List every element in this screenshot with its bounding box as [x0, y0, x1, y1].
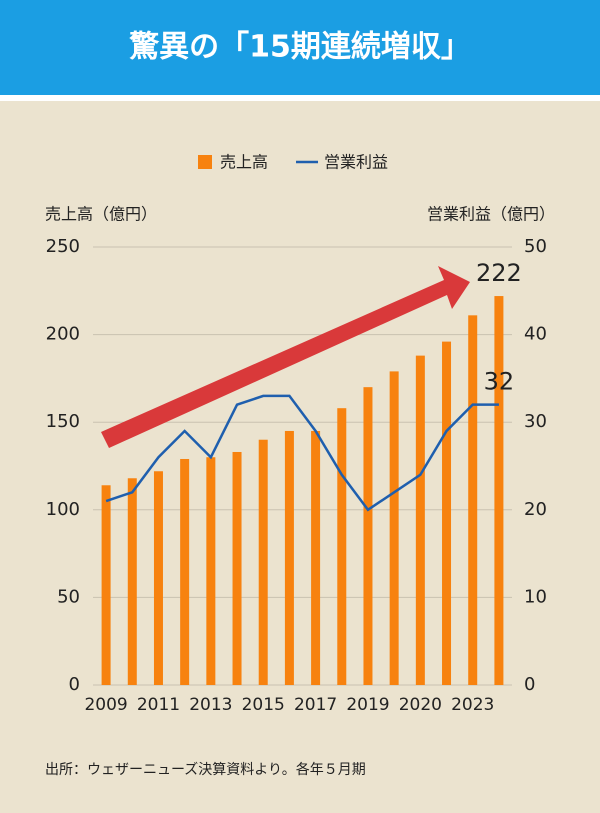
y-tick-label: 250 — [46, 236, 80, 257]
legend-swatch — [198, 155, 212, 169]
y-tick-label: 0 — [69, 674, 80, 695]
x-tick-label: 2019 — [346, 695, 389, 715]
header-divider — [0, 95, 600, 101]
profit-line — [105, 394, 499, 512]
header-title: 驚異の「15期連続増収」 — [129, 30, 471, 65]
x-tick-label: 2013 — [189, 695, 232, 715]
y-tick-label: 150 — [46, 411, 80, 432]
bar — [232, 451, 242, 685]
x-tick-label: 2009 — [84, 695, 127, 715]
bar — [442, 341, 452, 685]
data-label: 32 — [484, 368, 515, 396]
bar — [284, 430, 294, 685]
y2-tick-label: 10 — [524, 586, 547, 607]
legend-label: 売上高 — [220, 153, 268, 172]
bar — [101, 485, 111, 685]
bar — [363, 387, 373, 685]
y-axis-title: 売上高（億円） — [45, 205, 157, 224]
y2-axis-title: 営業利益（億円） — [427, 205, 555, 224]
y-tick-label: 50 — [57, 586, 80, 607]
header-bar — [0, 0, 600, 95]
source-note: 出所：ウェザーニューズ決算資料より。各年５月期 — [45, 762, 366, 778]
x-tick-label: 2023 — [451, 695, 494, 715]
bar — [153, 471, 163, 685]
y2-tick-label: 30 — [524, 411, 547, 432]
y2-tick-label: 50 — [524, 236, 547, 257]
data-label: 222 — [476, 259, 522, 287]
legend-label: 営業利益 — [324, 153, 388, 172]
bar — [127, 478, 137, 685]
bar — [389, 371, 399, 685]
bar — [337, 408, 347, 685]
trend-arrow — [101, 266, 470, 448]
bar — [180, 458, 190, 685]
bar — [468, 315, 478, 685]
x-tick-label: 2015 — [242, 695, 285, 715]
bar — [206, 457, 216, 685]
bar — [494, 296, 504, 685]
y-tick-label: 200 — [46, 324, 80, 345]
y2-tick-label: 40 — [524, 324, 547, 345]
bar — [311, 430, 321, 685]
y2-tick-label: 0 — [524, 674, 535, 695]
bar — [415, 355, 425, 685]
y2-tick-label: 20 — [524, 499, 547, 520]
bar — [258, 439, 268, 685]
x-tick-label: 2020 — [399, 695, 442, 715]
x-tick-label: 2011 — [137, 695, 180, 715]
x-tick-label: 2017 — [294, 695, 337, 715]
y-tick-label: 100 — [46, 499, 80, 520]
